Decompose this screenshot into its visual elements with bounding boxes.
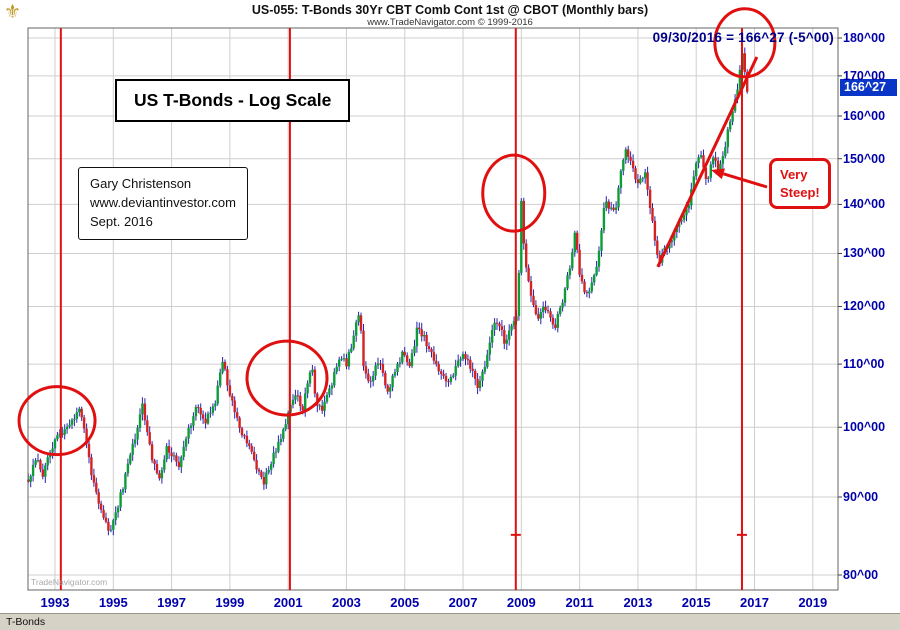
y-axis-label: 120^00 bbox=[843, 299, 886, 314]
x-axis-label: 2015 bbox=[681, 595, 711, 610]
author-credit-box: Gary Christenson www.deviantinvestor.com… bbox=[78, 167, 248, 240]
x-axis-label: 2005 bbox=[390, 595, 420, 610]
plot-frame[interactable] bbox=[27, 27, 839, 591]
steep-trendline bbox=[656, 56, 759, 268]
y-axis-label: 170^00 bbox=[843, 68, 886, 83]
highlight-circle bbox=[17, 385, 97, 457]
very-steep-line1: Very bbox=[780, 167, 808, 182]
very-steep-callout-box: Very Steep! bbox=[769, 158, 831, 210]
x-axis-label: 2013 bbox=[623, 595, 653, 610]
steep-arrowhead bbox=[711, 168, 725, 180]
chart-title: US-055: T-Bonds 30Yr CBT Comb Cont 1st @… bbox=[251, 3, 649, 17]
x-axis-label: 2019 bbox=[798, 595, 828, 610]
y-axis-label: 130^00 bbox=[843, 246, 886, 261]
credit-line-date: Sept. 2016 bbox=[90, 213, 153, 229]
highlight-circle bbox=[481, 153, 547, 233]
steep-arrow bbox=[722, 172, 768, 189]
y-axis-label: 140^00 bbox=[843, 197, 886, 212]
y-axis-label: 180^00 bbox=[843, 30, 886, 45]
y-axis-label: 100^00 bbox=[843, 420, 886, 435]
x-axis-label: 2001 bbox=[273, 595, 303, 610]
x-axis-label: 2007 bbox=[448, 595, 478, 610]
x-axis-label: 1999 bbox=[215, 595, 245, 610]
x-axis-label: 1993 bbox=[40, 595, 70, 610]
x-axis-label: 2011 bbox=[565, 595, 594, 610]
very-steep-line2: Steep! bbox=[780, 184, 820, 200]
y-axis-label: 90^00 bbox=[843, 490, 879, 504]
tradenavigator-logo-icon[interactable]: ⚜ bbox=[4, 2, 22, 23]
chart-watermark: TradeNavigator.com bbox=[31, 577, 108, 587]
highlight-circle bbox=[245, 339, 329, 417]
current-price-tag: 166^27 bbox=[840, 79, 897, 97]
tab-tbonds[interactable]: T-Bonds bbox=[6, 616, 46, 628]
y-axis-label: 110^00 bbox=[843, 357, 885, 372]
x-axis-label: 1997 bbox=[157, 595, 187, 610]
x-axis-label: 2009 bbox=[506, 595, 536, 610]
bars-down bbox=[27, 53, 749, 531]
last-quote-annotation: 09/30/2016 = 166^27 (-5^00) bbox=[652, 30, 834, 45]
chart-subtitle: www.TradeNavigator.com © 1999-2016 bbox=[367, 17, 533, 28]
x-axis-label: 1995 bbox=[98, 595, 128, 610]
log-scale-callout-box: US T-Bonds - Log Scale bbox=[115, 79, 351, 122]
y-axis-label: 150^00 bbox=[843, 151, 886, 166]
bars-up bbox=[29, 53, 744, 531]
y-axis-label: 80^00 bbox=[843, 568, 879, 582]
y-axis-label: 160^00 bbox=[843, 108, 886, 123]
credit-line-site: www.deviantinvestor.com bbox=[90, 194, 236, 210]
log-scale-callout-text: US T-Bonds - Log Scale bbox=[134, 90, 332, 110]
credit-line-author: Gary Christenson bbox=[90, 176, 192, 191]
x-axis-label: 2017 bbox=[740, 595, 769, 610]
x-axis-label: 2003 bbox=[331, 595, 361, 610]
highlight-circle bbox=[713, 7, 777, 79]
bottom-tab-bar: T-Bonds bbox=[0, 613, 900, 630]
